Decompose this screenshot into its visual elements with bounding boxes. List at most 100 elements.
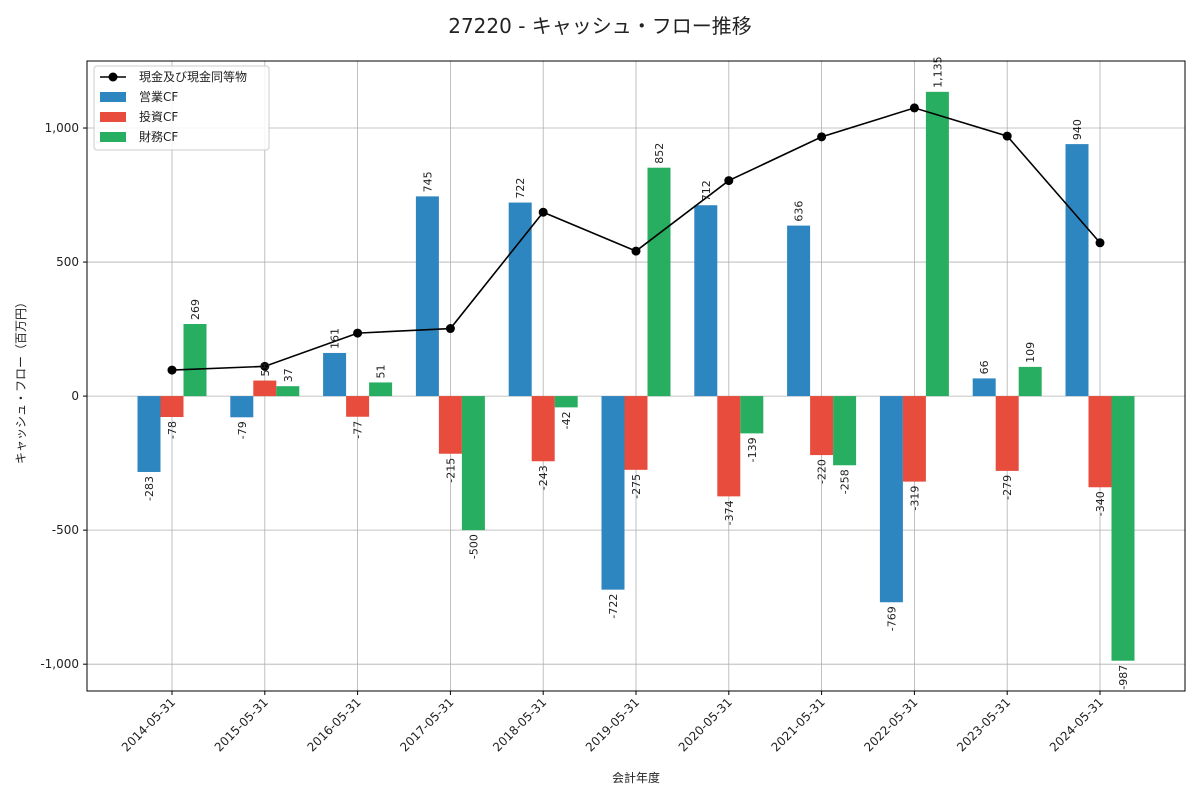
operating-cf-bar [323,352,347,397]
bar-value-label: 109 [1024,342,1037,363]
chart-title: 27220 - キャッシュ・フロー推移 [448,14,752,38]
bar-value-label: -243 [537,465,550,490]
cash-point [909,103,919,113]
financing-cf-bar [369,382,393,397]
operating-cf-bar [601,396,625,590]
cash-line-group [167,103,1105,375]
bar-value-label: 1,135 [931,56,944,88]
cash-point [1095,238,1105,248]
operating-cf-bar [787,225,811,397]
legend-swatch-financing [100,132,126,142]
y-tick-label: -500 [52,523,79,537]
bar-value-label: -79 [236,421,249,439]
bar-value-label: -987 [1117,665,1130,690]
cash-point [353,328,363,338]
operating-cf-bar [879,396,903,603]
bar-value-label: -78 [166,421,179,439]
legend-swatch-operating [100,92,126,102]
bar-value-label: -139 [746,437,759,462]
cash-point [260,361,270,371]
operating-cf-bar [694,205,718,397]
bar-value-label: 745 [421,171,434,192]
y-axis-label: キャッシュ・フロー（百万円） [14,296,28,464]
investing-cf-bar [624,396,648,470]
legend-label-investing: 投資CF [139,109,178,124]
bar-value-label: -283 [143,476,156,501]
legend: 現金及び現金同等物 営業CF 投資CF 財務CF [93,65,270,151]
investing-cf-bar [995,396,1019,471]
investing-cf-bar [1088,396,1112,488]
cash-point [445,324,455,334]
bar-value-label: -42 [560,411,573,429]
bar-value-label: 940 [1071,119,1084,140]
bar-value-label: 51 [375,364,388,378]
investing-cf-bar [531,396,555,462]
financing-cf-bar [925,91,949,397]
cash-point [538,207,548,217]
bar-value-label: 58 [259,363,272,377]
y-tick-label: 1,000 [45,121,79,135]
operating-cf-bar [1065,144,1089,397]
financing-cf-bar [461,396,485,531]
bar-value-label: -769 [885,606,898,631]
investing-cf-bar [717,396,741,497]
operating-cf-bar [230,396,254,418]
investing-cf-bar [810,396,834,456]
financing-cf-bar [554,396,578,408]
bar-value-label: 37 [282,368,295,382]
bar-value-label: -275 [630,474,643,499]
bar-value-label: 722 [514,178,527,199]
bar-value-label: 852 [653,143,666,164]
bar-value-label: 66 [978,360,991,374]
legend-label-financing: 財務CF [139,129,178,144]
financing-cf-bar [276,386,300,397]
legend-swatch-investing [100,112,126,122]
investing-cf-bar [346,396,370,417]
investing-cf-bar [902,396,926,482]
financing-cf-bar [833,396,857,466]
cash-point [167,365,177,375]
bar-value-label: -77 [352,421,365,439]
financing-cf-bar [740,396,764,434]
operating-cf-bar [508,202,532,397]
investing-cf-bar [438,396,462,454]
bar-value-label: 161 [329,328,342,349]
bar-value-label: 712 [700,180,713,201]
operating-cf-bar [137,396,161,472]
operating-cf-bar [415,196,439,397]
financing-cf-bar [1018,366,1042,397]
cash-point [817,132,827,142]
bar-value-label: 636 [793,201,806,222]
legend-label-operating: 営業CF [139,90,178,104]
y-tick-label: 500 [56,255,79,269]
investing-cf-bar [253,380,277,397]
y-tick-label: 0 [71,389,79,403]
cash-point [724,176,734,186]
bars-group [137,91,1135,661]
financing-cf-bar [183,323,207,397]
cash-point [631,246,641,256]
investing-cf-bar [160,396,184,418]
bar-value-label: -215 [444,458,457,483]
data-labels-group: -283 -79 161 745 722 -722 712 636 -769 66 940 -78 58… [143,56,1130,689]
cash-point [1002,131,1012,141]
bar-value-label: -500 [467,534,480,559]
bar-value-label: -258 [839,469,852,494]
legend-label-cash: 現金及び現金同等物 [139,69,247,84]
operating-cf-bar [972,378,996,397]
bar-value-label: -722 [607,594,620,619]
bar-value-label: -279 [1001,475,1014,500]
financing-cf-bar [647,167,671,397]
x-axis-label: 会計年度 [612,770,660,785]
legend-line-marker [108,72,118,82]
legend-box [93,65,270,151]
bar-value-label: -340 [1094,491,1107,516]
financing-cf-bar [1111,396,1135,661]
bar-value-label: -374 [723,500,736,525]
bar-value-label: 269 [189,299,202,320]
bar-value-label: -220 [816,459,829,484]
y-tick-label: -1,000 [40,657,79,671]
bar-value-label: -319 [908,486,921,511]
